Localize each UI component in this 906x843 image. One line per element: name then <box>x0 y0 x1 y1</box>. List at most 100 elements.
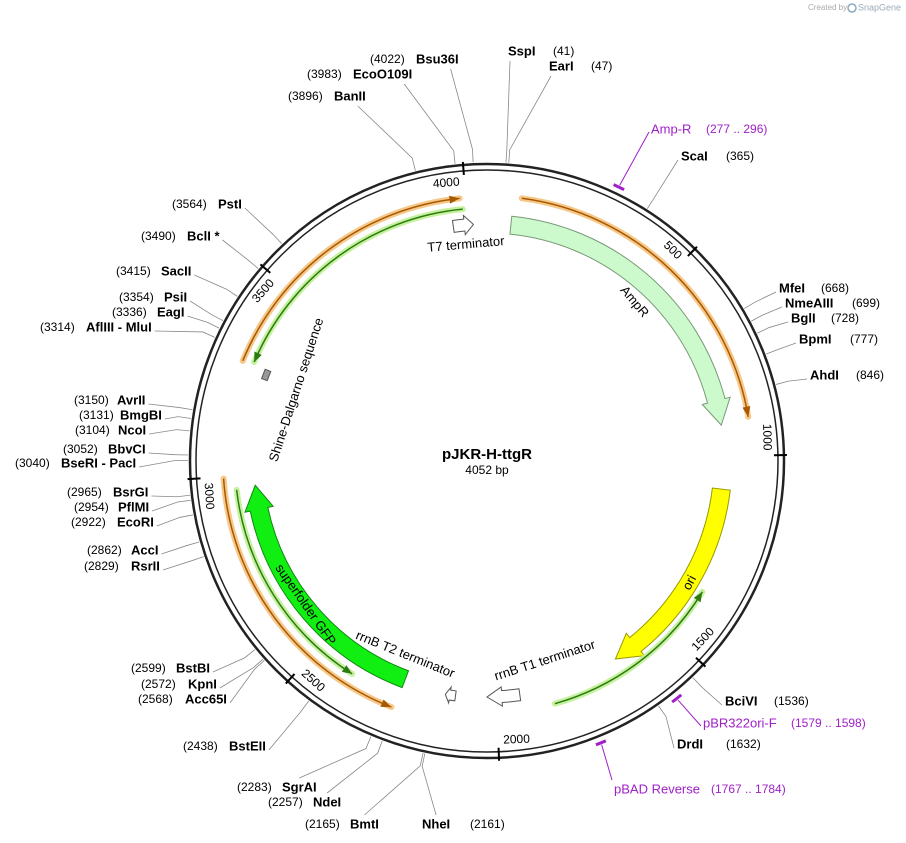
orf-line <box>222 478 392 708</box>
site-name: EagI <box>157 304 184 319</box>
site-location: (2568) <box>138 692 173 706</box>
orf-line <box>235 489 353 675</box>
created-by: Created by <box>808 3 847 12</box>
site-name: SspI <box>508 43 535 58</box>
site-location: (777) <box>850 332 878 346</box>
site-leader <box>450 68 474 163</box>
site-name: NdeI <box>313 794 341 809</box>
site-name: BpmI <box>799 331 832 346</box>
site-location: (3052) <box>63 442 98 456</box>
site-name: AflIII - MluI <box>86 319 152 334</box>
site-name: BciVI <box>725 693 758 708</box>
plasmid-size: 4052 bp <box>465 463 509 477</box>
site-leader <box>268 700 310 751</box>
orf-line <box>554 591 704 705</box>
ruler-tick <box>461 161 465 176</box>
feature-arrow <box>444 685 457 705</box>
ruler-tick <box>695 656 707 668</box>
site-name: BmtI <box>350 816 379 831</box>
site-name: NheI <box>422 816 450 831</box>
primer-leader <box>601 744 613 781</box>
ruler-label: 3000 <box>202 482 218 510</box>
primer-mark <box>671 693 683 704</box>
site-leader <box>151 499 191 512</box>
site-location: (41) <box>553 44 574 58</box>
primer-mark <box>595 739 607 747</box>
ruler-tick <box>687 246 698 257</box>
feature-arrow <box>614 487 731 660</box>
site-leader <box>151 494 191 498</box>
site-name: ScaI <box>681 148 708 163</box>
site-leader <box>757 321 789 334</box>
site-name: BglI <box>791 310 816 325</box>
site-location: (47) <box>591 59 612 73</box>
site-location: (846) <box>856 368 884 382</box>
site-location: (699) <box>852 296 880 310</box>
site-leader <box>508 75 552 163</box>
site-leader <box>154 330 215 338</box>
feature-label: Shine-Dalgarno sequence <box>266 316 327 464</box>
site-leader <box>149 429 190 435</box>
ruler-tick <box>497 747 501 761</box>
site-name: NmeAIII <box>785 295 833 310</box>
orf-head <box>254 351 262 363</box>
site-leader <box>744 291 777 309</box>
feature-arrow <box>451 214 475 236</box>
site-location: (3564) <box>172 197 207 211</box>
ruler-label: 500 <box>661 238 685 262</box>
site-name: AhdI <box>810 367 839 382</box>
site-name: BstEII <box>229 738 266 753</box>
feature-box <box>260 368 272 382</box>
site-location: (2829) <box>84 559 119 573</box>
site-leader <box>658 705 675 749</box>
orf-head <box>742 406 751 417</box>
ruler-label: 2000 <box>503 732 531 747</box>
site-location: (668) <box>821 281 849 295</box>
site-location: (3415) <box>116 264 151 278</box>
ruler-tick <box>187 477 201 481</box>
site-location: (365) <box>726 149 754 163</box>
site-location: (2954) <box>74 500 109 514</box>
site-name: Bsu36I <box>416 51 459 66</box>
site-name: MfeI <box>779 280 805 295</box>
site-leader <box>357 105 416 171</box>
site-name: EcoRI <box>117 514 154 529</box>
site-leader <box>766 342 797 355</box>
site-leader <box>751 306 783 322</box>
site-name: Acc65I <box>185 691 227 706</box>
site-name: BseRI - PacI <box>61 455 136 470</box>
ruler-label: 4000 <box>432 174 460 190</box>
site-leader <box>421 753 437 816</box>
orf-head <box>380 699 392 708</box>
feature-label: T7 terminator <box>427 233 506 255</box>
site-name: AvrII <box>117 392 145 407</box>
site-name: BsrGI <box>113 484 148 499</box>
site-leader <box>299 736 372 779</box>
primer-name: Amp-R <box>651 121 691 136</box>
site-location: (728) <box>831 311 859 325</box>
primer-name: pBAD Reverse <box>614 781 700 796</box>
site-leader <box>161 541 200 555</box>
site-leader <box>222 239 259 269</box>
site-name: BmgBI <box>120 407 162 422</box>
site-location: (4022) <box>370 52 405 66</box>
site-location: (3983) <box>307 67 342 81</box>
site-name: AccI <box>131 542 158 557</box>
ruler-label: 1000 <box>760 424 775 451</box>
ruler-tick <box>259 263 271 274</box>
site-leader <box>139 460 189 468</box>
site-leader <box>229 660 265 704</box>
site-location: (3354) <box>119 290 154 304</box>
primer-mark <box>612 183 625 191</box>
backbone-inner <box>195 169 779 753</box>
site-location: (2438) <box>183 739 218 753</box>
site-name: PflMI <box>118 499 149 514</box>
site-name: BanII <box>334 88 366 103</box>
primer-leader <box>677 699 702 727</box>
site-location: (2862) <box>87 543 122 557</box>
site-leader <box>505 60 511 163</box>
site-location: (3896) <box>288 89 323 103</box>
site-location: (1536) <box>774 694 809 708</box>
brand-logo <box>847 3 857 13</box>
